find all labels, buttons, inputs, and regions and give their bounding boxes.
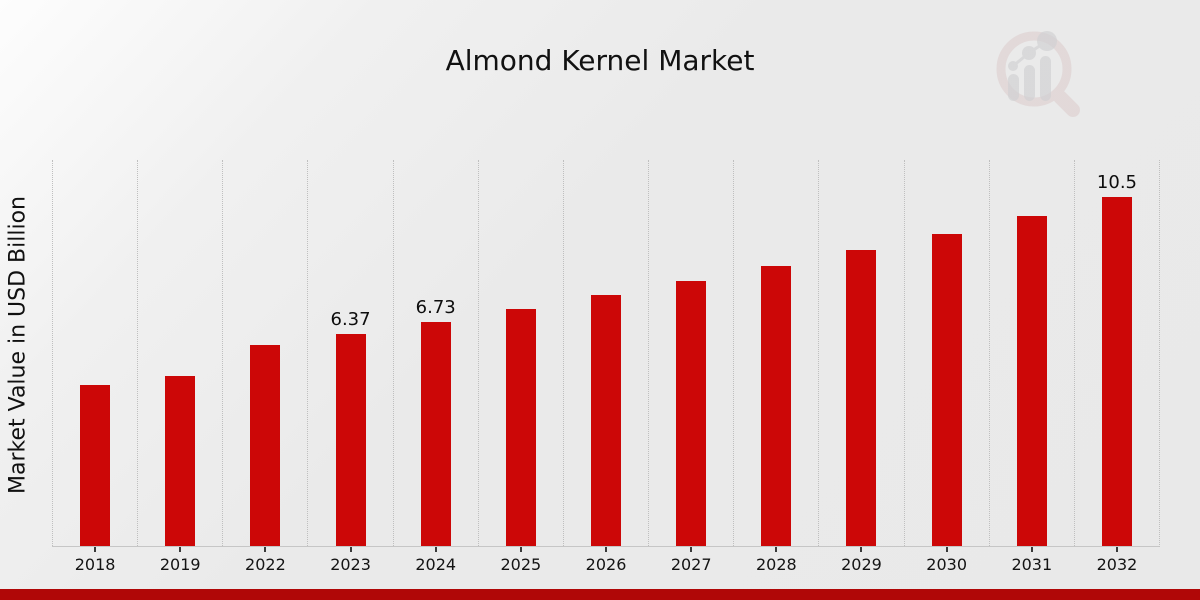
bar-2018: [80, 384, 111, 546]
plot-column-2027: 2027: [648, 160, 733, 574]
x-axis-tick: [690, 547, 693, 552]
footer-stripe: [0, 589, 1200, 600]
x-axis-tick: [1115, 547, 1118, 552]
plot-area: 2018 2019 2022 6.37 2023 6.73 2024 2025 2026 2027…: [52, 160, 1160, 574]
bar-2022: [250, 345, 281, 546]
x-axis-label-2026: 2026: [585, 555, 627, 574]
bar-2029: [846, 249, 877, 546]
bar-2024: [420, 322, 451, 546]
data-label-2032: 10.5: [1096, 171, 1137, 193]
x-axis-label-2024: 2024: [415, 555, 457, 574]
plot-column-2032: 10.5 2032: [1073, 160, 1159, 574]
x-axis-tick: [94, 547, 97, 552]
x-axis-tick: [179, 547, 182, 552]
plot-column-2028: 2028: [733, 160, 818, 574]
x-axis-tick: [1030, 547, 1033, 552]
x-axis-tick: [519, 547, 522, 552]
x-axis-label-2018: 2018: [74, 555, 116, 574]
data-label-2024: 6.73: [415, 297, 456, 319]
data-label-2023: 6.37: [330, 309, 371, 330]
x-axis-tick: [264, 547, 267, 552]
x-axis-tick: [434, 547, 437, 552]
plot-column-2019: 2019: [137, 160, 222, 574]
page-title: Almond Kernel Market: [445, 44, 755, 77]
x-axis-label-2023: 2023: [330, 555, 371, 574]
x-axis-label-2019: 2019: [159, 555, 201, 574]
x-axis-tick: [605, 547, 608, 552]
bar-2026: [591, 295, 622, 546]
bar-2025: [505, 309, 536, 546]
x-axis-label-2030: 2030: [926, 555, 967, 574]
market-research-future-logo-icon: [996, 31, 1080, 117]
bar-2032: [1101, 196, 1132, 546]
bar-2023: [335, 334, 366, 546]
bar-2030: [931, 233, 962, 546]
x-axis-label-2029: 2029: [841, 555, 882, 574]
x-axis-label-2027: 2027: [670, 555, 712, 574]
bar-2028: [761, 265, 792, 546]
x-axis-label-2022: 2022: [245, 555, 286, 574]
x-axis-label-2025: 2025: [500, 555, 542, 574]
plot-column-2025: 2025: [477, 160, 563, 574]
x-axis-tick: [775, 547, 778, 552]
bar-2019: [165, 375, 196, 546]
plot-column-2022: 2022: [222, 160, 307, 574]
x-axis-label-2031: 2031: [1011, 555, 1053, 574]
x-axis-tick: [860, 547, 863, 552]
plot-column-2029: 2029: [818, 160, 903, 574]
plot-column-2031: 2031: [988, 160, 1074, 574]
x-axis-label-2032: 2032: [1096, 555, 1138, 574]
plot-column-2030: 2030: [903, 160, 989, 574]
bar-2027: [676, 281, 707, 546]
plot-column-2024: 6.73 2024: [392, 160, 478, 574]
x-axis-label-2028: 2028: [755, 555, 797, 574]
plot-column-2018: 2018: [52, 160, 137, 574]
x-axis-tick: [349, 547, 352, 552]
y-axis-label: Market Value in USD Billion: [5, 195, 31, 495]
plot-column-2023: 6.37 2023: [307, 160, 392, 574]
plot-column-2026: 2026: [562, 160, 648, 574]
x-axis-tick: [945, 547, 948, 552]
bar-2031: [1016, 215, 1047, 546]
